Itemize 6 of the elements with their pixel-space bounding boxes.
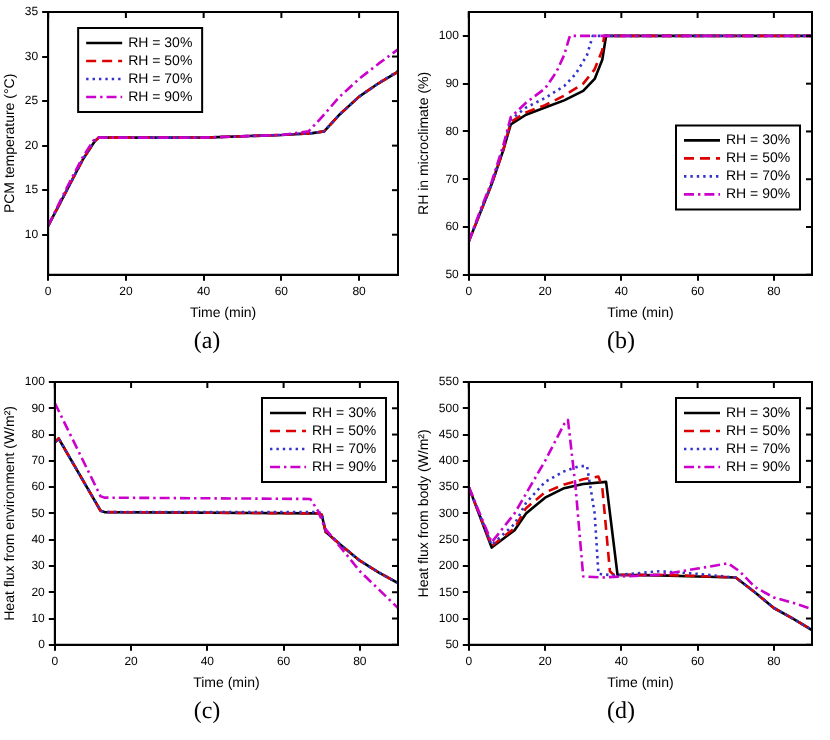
line-series [468, 418, 812, 611]
text: (b) [605, 326, 637, 356]
text: (c) [191, 696, 223, 726]
text: (d) [605, 696, 637, 726]
text: (a) [191, 326, 223, 356]
line-series [54, 401, 398, 610]
